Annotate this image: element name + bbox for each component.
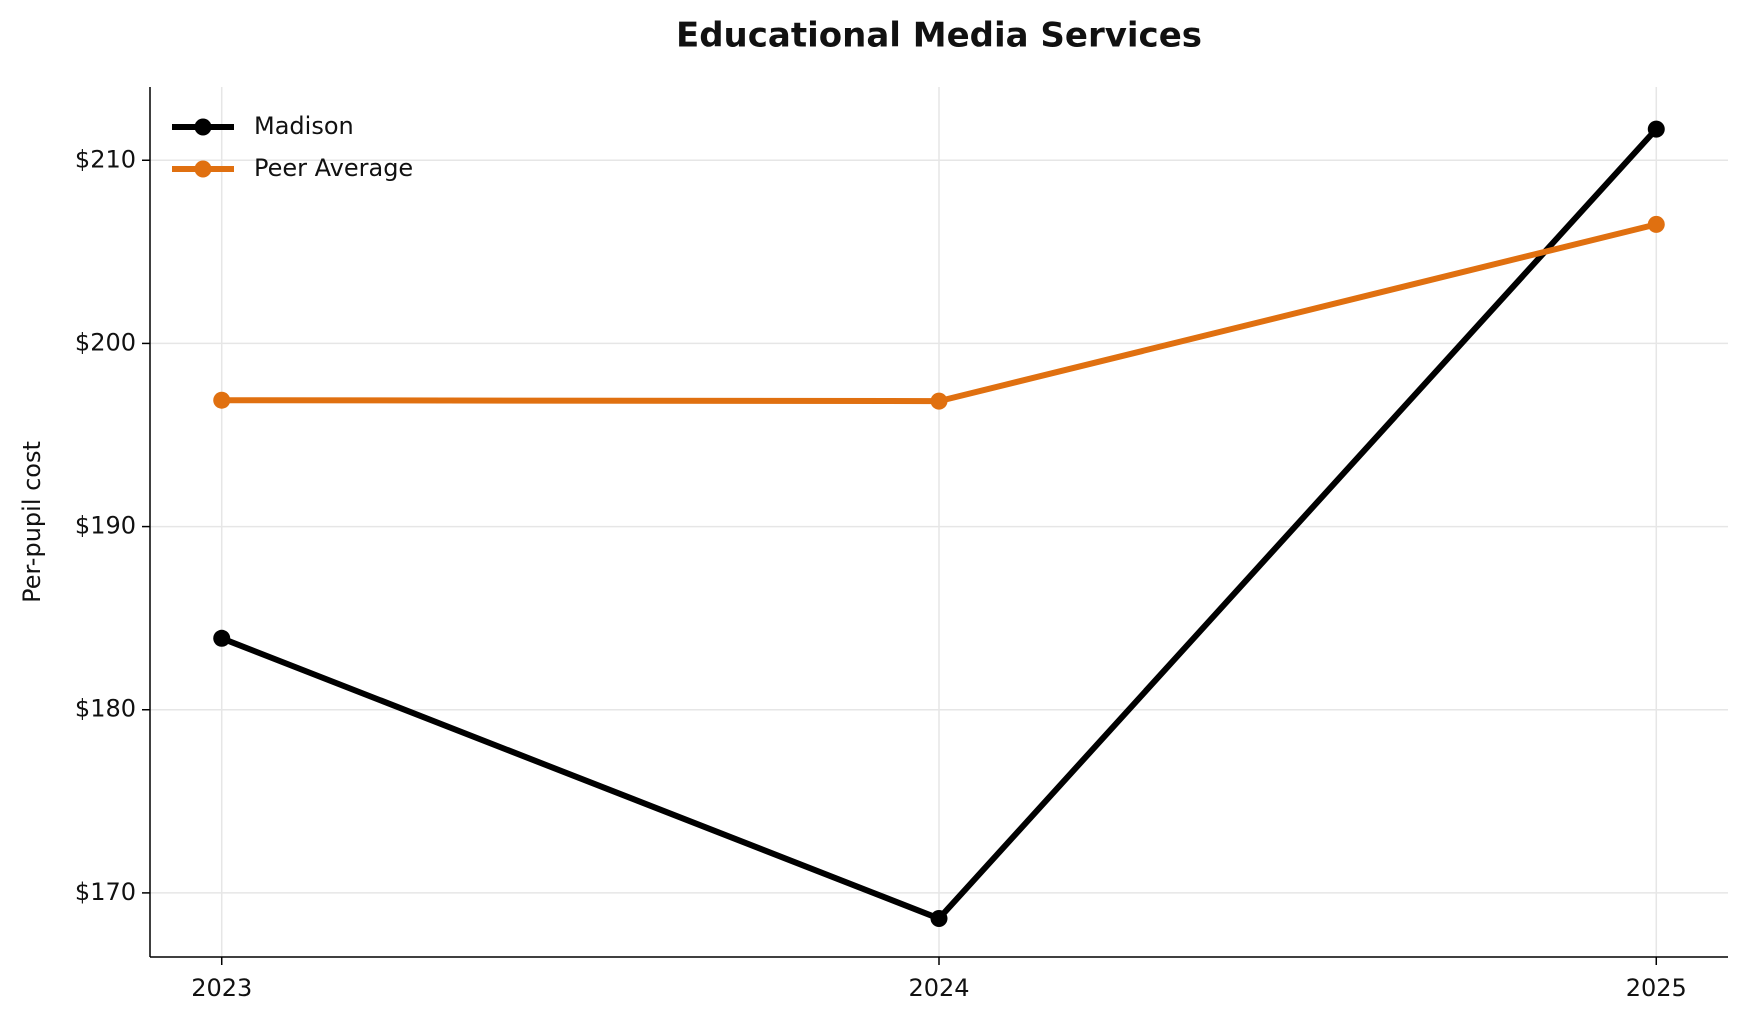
- legend-label: Madison: [254, 112, 354, 140]
- point: [930, 910, 948, 928]
- legend-marker: [194, 160, 212, 178]
- point: [930, 392, 948, 410]
- y-tick-label: $210: [75, 145, 136, 173]
- chart-title: Educational Media Services: [676, 16, 1202, 56]
- x-tick-label: 2023: [191, 974, 252, 1002]
- legend-label: Peer Average: [254, 154, 413, 182]
- point: [213, 629, 231, 647]
- point: [1647, 120, 1665, 138]
- y-tick-label: $200: [75, 328, 136, 356]
- y-tick-label: $190: [75, 512, 136, 540]
- legend-marker: [194, 118, 212, 136]
- y-tick-label: $180: [75, 695, 136, 723]
- x-tick-label: 2024: [908, 974, 969, 1002]
- point: [213, 391, 231, 409]
- y-tick-label: $170: [75, 878, 136, 906]
- point: [1647, 215, 1665, 233]
- x-tick-label: 2025: [1626, 974, 1687, 1002]
- y-axis-label: Per-pupil cost: [18, 441, 46, 603]
